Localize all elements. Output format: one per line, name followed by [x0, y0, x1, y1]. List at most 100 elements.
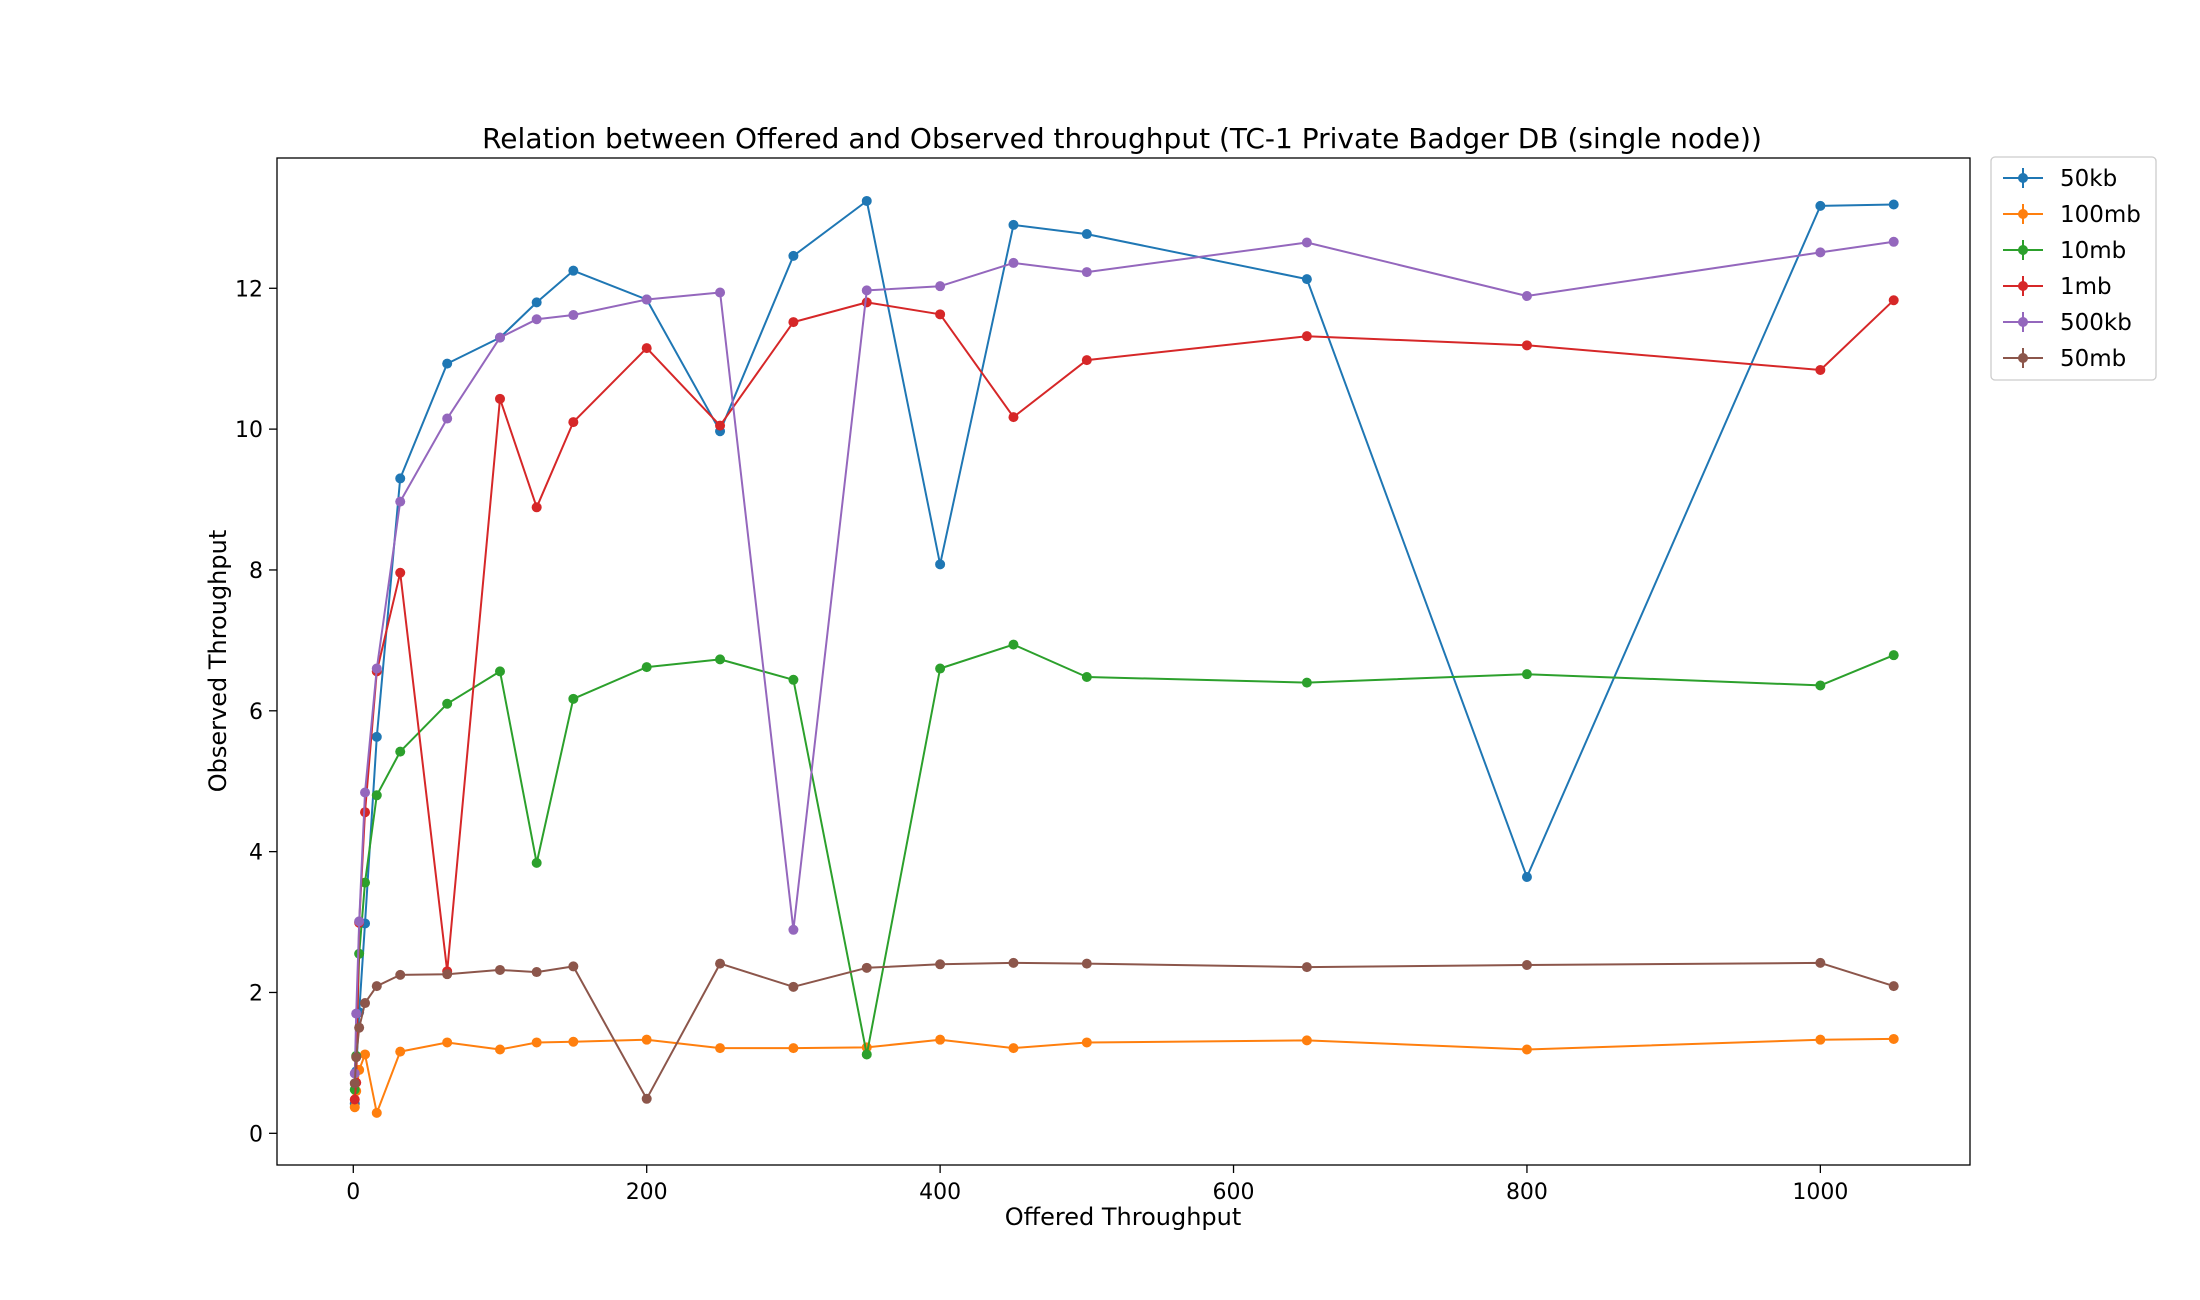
x-tick-label: 200: [626, 1180, 668, 1205]
legend-marker: [2018, 317, 2028, 327]
data-point: [1081, 958, 1092, 969]
legend-item: 100mb: [2003, 202, 2141, 228]
data-point: [1888, 1033, 1899, 1044]
data-point: [1815, 364, 1826, 375]
data-point: [1888, 295, 1899, 306]
data-point: [1008, 219, 1019, 230]
data-point: [442, 413, 453, 424]
data-point: [1888, 981, 1899, 992]
data-point: [360, 877, 371, 888]
data-point: [351, 1052, 362, 1063]
legend-frame: [1990, 156, 2157, 381]
legend-marker: [2018, 173, 2028, 183]
data-point: [1815, 200, 1826, 211]
data-point: [1008, 412, 1019, 423]
chart-title: Relation between Offered and Observed th…: [482, 122, 1762, 155]
data-point: [641, 662, 652, 673]
data-point: [360, 998, 371, 1009]
data-point: [531, 1037, 542, 1048]
legend-label: 10mb: [2060, 238, 2126, 264]
data-point: [1081, 267, 1092, 278]
data-point: [349, 1078, 360, 1089]
data-point: [395, 473, 406, 484]
data-point: [715, 1043, 726, 1054]
data-point: [371, 663, 382, 674]
data-point: [531, 314, 542, 325]
data-point: [788, 924, 799, 935]
legend-label: 1mb: [2060, 274, 2112, 300]
data-point: [861, 195, 872, 206]
data-point: [935, 281, 946, 292]
data-point: [1815, 1034, 1826, 1045]
data-point: [360, 1049, 371, 1060]
data-point: [641, 294, 652, 305]
data-point: [788, 981, 799, 992]
data-point: [494, 332, 505, 343]
y-tick-label: 2: [249, 981, 263, 1006]
data-point: [395, 567, 406, 578]
data-point: [935, 959, 946, 970]
data-point: [1081, 1037, 1092, 1048]
data-point: [354, 916, 365, 927]
data-point: [1301, 237, 1312, 248]
data-point: [788, 250, 799, 261]
x-tick-label: 0: [346, 1180, 360, 1205]
data-point: [395, 746, 406, 757]
data-point: [788, 1043, 799, 1054]
data-point: [1888, 650, 1899, 661]
data-point: [531, 857, 542, 868]
data-point: [1521, 871, 1532, 882]
x-tick-label: 1000: [1792, 1180, 1848, 1205]
x-tick-label: 800: [1506, 1180, 1548, 1205]
data-point: [1888, 199, 1899, 210]
data-point: [1008, 957, 1019, 968]
data-point: [494, 1044, 505, 1055]
data-point: [1521, 340, 1532, 351]
data-point: [568, 265, 579, 276]
series-50mb: [349, 957, 1899, 1104]
data-point: [568, 417, 579, 428]
data-point: [531, 297, 542, 308]
data-point: [531, 967, 542, 978]
legend-item: 1mb: [2003, 274, 2112, 300]
data-point: [354, 1022, 365, 1033]
data-point: [568, 693, 579, 704]
data-point: [1888, 236, 1899, 247]
data-point: [1008, 257, 1019, 268]
y-tick-label: 10: [235, 418, 263, 443]
data-point: [641, 1093, 652, 1104]
data-point: [568, 1036, 579, 1047]
series-layer: [349, 195, 1899, 1118]
data-point: [349, 1094, 360, 1105]
legend-marker: [2018, 245, 2028, 255]
legend-label: 50mb: [2060, 346, 2126, 372]
data-point: [1301, 1035, 1312, 1046]
y-axis-label: Observed Throughput: [204, 530, 232, 793]
data-point: [1301, 677, 1312, 688]
data-point: [1521, 669, 1532, 680]
data-point: [494, 393, 505, 404]
data-point: [1521, 1044, 1532, 1055]
legend-item: 50mb: [2003, 346, 2126, 372]
data-point: [1815, 957, 1826, 968]
legend: 50kb 100mb 10mb 1mb 500kb 50mb: [1990, 156, 2157, 381]
data-point: [1301, 962, 1312, 973]
data-point: [442, 969, 453, 980]
data-point: [788, 317, 799, 328]
data-point: [1081, 355, 1092, 366]
data-point: [371, 981, 382, 992]
data-point: [1301, 274, 1312, 285]
data-point: [395, 1046, 406, 1057]
data-point: [1521, 291, 1532, 302]
data-point: [568, 961, 579, 972]
y-tick-label: 8: [249, 559, 263, 584]
y-tick-label: 4: [249, 841, 263, 866]
data-point: [1815, 680, 1826, 691]
data-point: [395, 969, 406, 980]
data-point: [935, 309, 946, 320]
data-point: [442, 698, 453, 709]
data-point: [861, 285, 872, 296]
legend-marker: [2018, 281, 2028, 291]
